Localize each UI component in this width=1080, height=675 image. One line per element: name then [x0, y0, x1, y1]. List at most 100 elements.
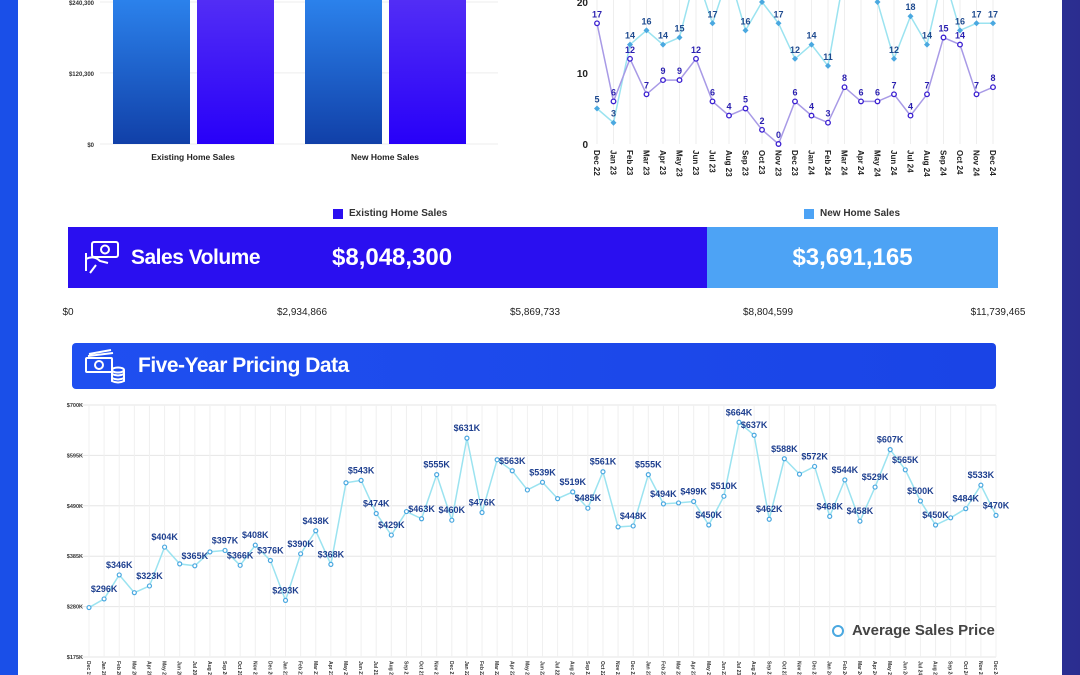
data-label: 9 — [660, 66, 665, 76]
data-point — [948, 515, 954, 521]
volume-axis-tick: $0 — [62, 307, 74, 318]
data-point — [358, 477, 364, 483]
data-label: $450K — [922, 510, 949, 520]
data-label: 17 — [707, 9, 717, 19]
data-label: $485K — [575, 493, 602, 503]
data-label: $555K — [423, 460, 450, 470]
data-label: $555K — [635, 460, 662, 470]
price-chart-legend: Average Sales Price — [832, 622, 995, 639]
x-tick-label: Jul 23 — [708, 150, 717, 173]
x-tick-label: Mar 22 — [493, 661, 499, 675]
x-tick-label: Jul 20 — [191, 661, 197, 675]
data-label: $463K — [408, 504, 435, 514]
data-point — [721, 493, 727, 499]
x-tick-label: May 23 — [705, 661, 711, 675]
data-label: 7 — [974, 80, 979, 90]
x-tick-label: Nov 24 — [972, 150, 981, 177]
x-tick-label: Mar 23 — [675, 661, 681, 675]
data-point — [313, 528, 319, 534]
data-label: $510K — [711, 481, 738, 491]
data-label: $346K — [106, 560, 133, 570]
x-tick-label: Oct 21 — [418, 661, 424, 675]
x-tick-label: Jun 22 — [539, 661, 545, 675]
data-label: 6 — [875, 87, 880, 97]
x-tick-label: Oct 22 — [599, 661, 605, 675]
data-point — [827, 513, 833, 519]
x-tick-label: Dec 19 — [85, 661, 91, 675]
data-point — [594, 105, 600, 112]
data-point — [676, 77, 683, 84]
data-point — [902, 467, 908, 473]
data-point — [993, 512, 999, 519]
data-point — [643, 27, 650, 34]
x-tick-label: Nov 22 — [614, 661, 620, 675]
data-label: $293K — [272, 585, 299, 595]
x-tick-label: Jan 24 — [826, 661, 832, 675]
data-label: 8 — [842, 73, 847, 83]
data-label: 16 — [641, 16, 651, 26]
data-label: 14 — [922, 31, 932, 41]
y-tick-label: $595K — [67, 453, 83, 459]
data-label: 12 — [691, 45, 701, 55]
data-label: 12 — [790, 45, 800, 55]
data-label: $368K — [318, 549, 345, 559]
data-label: $561K — [590, 457, 617, 467]
x-tick-label: Jan 23 — [644, 661, 650, 675]
x-tick-label: Aug 23 — [724, 150, 733, 177]
data-point — [825, 119, 831, 126]
five-year-pricing-title: Five-Year Pricing Data — [138, 354, 349, 377]
data-label: $563K — [499, 456, 526, 466]
data-point — [742, 105, 749, 112]
x-tick-label: Jun 21 — [357, 661, 363, 675]
x-tick-label: Dec 21 — [448, 661, 454, 675]
x-tick-label: May 21 — [342, 661, 348, 675]
data-label: $365K — [182, 551, 209, 561]
y-tick-label: $120,300 — [69, 72, 95, 78]
x-tick-label: Apr 21 — [327, 661, 333, 675]
data-point — [957, 27, 963, 34]
legend-new: New Home Sales — [804, 208, 900, 219]
data-point — [891, 55, 897, 62]
existing-sales-volume-value: $8,048,300 — [332, 243, 453, 271]
data-label: 8 — [990, 73, 995, 83]
legend-label-existing: Existing Home Sales — [349, 208, 448, 219]
data-label: 0 — [776, 130, 781, 140]
data-point — [192, 563, 198, 569]
x-tick-label: Nov 21 — [433, 661, 439, 675]
data-point — [645, 472, 651, 478]
data-label: 6 — [792, 87, 797, 97]
x-tick-label: Apr 20 — [145, 661, 151, 675]
x-tick-label: Jul 23 — [735, 661, 741, 675]
x-tick-label: Jun 23 — [691, 150, 700, 176]
x-tick-label: Jan 23 — [609, 150, 618, 175]
legend-swatch-existing — [333, 208, 343, 219]
new-sales-volume-value: $3,691,165 — [792, 243, 913, 271]
volume-axis-tick: $8,804,599 — [742, 307, 794, 318]
data-point — [874, 0, 881, 5]
data-point — [808, 112, 815, 119]
data-point — [449, 517, 455, 523]
data-point — [973, 20, 980, 27]
data-label: $494K — [650, 489, 677, 499]
data-label: $637K — [741, 420, 768, 430]
data-point — [825, 62, 831, 69]
data-point — [161, 544, 168, 550]
x-tick-label: Mar 23 — [642, 150, 651, 176]
data-label: 12 — [889, 45, 899, 55]
data-label: $544K — [832, 465, 859, 475]
data-label: 2 — [759, 116, 764, 126]
data-label: 3 — [825, 109, 830, 119]
data-point — [759, 0, 765, 5]
data-point — [978, 482, 984, 488]
data-point — [222, 547, 228, 554]
data-point — [693, 55, 699, 62]
infographic-panel — [18, 0, 1062, 675]
data-point — [627, 55, 633, 62]
data-label: 4 — [809, 102, 814, 112]
data-point — [509, 468, 515, 474]
data-label: $390K — [287, 539, 314, 549]
data-point — [957, 41, 963, 48]
data-point — [841, 84, 848, 91]
x-tick-label: May 24 — [873, 150, 882, 177]
